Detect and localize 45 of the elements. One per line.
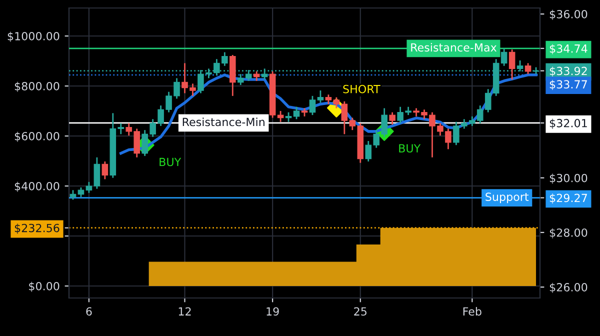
x-tick-label: Feb xyxy=(463,307,482,316)
candlestick xyxy=(524,62,532,75)
candlestick xyxy=(317,90,324,104)
candlestick xyxy=(253,70,260,82)
candlestick xyxy=(309,95,316,116)
x-tick-label: 25 xyxy=(354,307,366,316)
candlestick xyxy=(293,106,300,120)
candlestick xyxy=(102,160,108,180)
y-tick-label: $1000.00 xyxy=(8,32,60,42)
candlestick xyxy=(500,48,508,67)
annotation: SHORT xyxy=(343,84,380,94)
candlestick xyxy=(70,189,76,200)
ref-line-label: $33.77 xyxy=(550,80,587,90)
ref-line-label: Resistance-Min xyxy=(182,118,264,126)
y2-tick-label: $36.00 xyxy=(550,10,588,20)
y2-tick-label: $28.00 xyxy=(550,228,588,238)
y2-tick-label: $30.00 xyxy=(550,174,588,184)
y-tick-label: $0.00 xyxy=(29,282,60,292)
x-tick-label: 19 xyxy=(266,307,279,316)
annotation: BUY xyxy=(399,144,421,153)
annotation: BUY xyxy=(160,158,182,166)
y2-tick-label: $29.27 xyxy=(550,194,587,204)
y2-tick-label: $32.01 xyxy=(550,118,587,129)
candlestick xyxy=(285,112,292,123)
candlestick xyxy=(277,110,284,123)
ref-line-label: Support xyxy=(486,192,529,204)
candlestick xyxy=(78,186,84,198)
candlestick xyxy=(94,156,100,190)
y-tick-label: $800.00 xyxy=(14,82,60,92)
candlestick xyxy=(325,94,332,105)
ref-line-label: Resistance-Max xyxy=(411,43,497,52)
candlestick xyxy=(86,181,92,194)
y2-tick-label: $26.00 xyxy=(550,282,588,293)
y2-tick-label: $33.92 xyxy=(550,66,587,77)
y-tick-label: $232.56 xyxy=(14,224,60,234)
y-tick-label: $400.00 xyxy=(14,182,60,192)
candlestick xyxy=(261,68,268,80)
x-tick-label: 12 xyxy=(178,307,191,316)
x-tick-label: 6 xyxy=(86,307,92,316)
y2-tick-label: $34.74 xyxy=(550,44,588,54)
candlestick xyxy=(508,48,516,80)
candlestick xyxy=(333,96,340,109)
candlestick xyxy=(389,112,396,126)
y-tick-label: $600.00 xyxy=(14,132,60,142)
candlestick xyxy=(341,100,348,135)
